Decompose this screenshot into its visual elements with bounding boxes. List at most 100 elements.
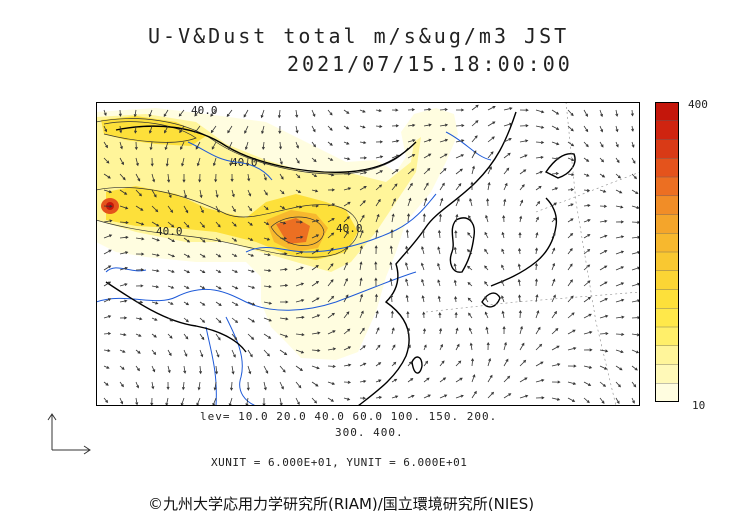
wind-arrow [165,157,169,167]
wind-arrow [311,204,320,208]
wind-arrow [439,123,449,127]
wind-arrow [279,317,289,321]
wind-arrow [567,364,577,368]
wind-arrow [343,346,352,351]
wind-arrow [295,173,301,179]
wind-arrow [103,365,110,369]
wind-arrow [615,315,625,319]
wind-arrow [583,381,592,386]
wind-arrow [551,109,560,115]
wind-arrow [119,299,128,303]
wind-arrow [247,269,255,273]
wind-arrow [327,203,336,207]
wind-arrow [487,136,495,143]
wind-arrow [615,332,625,336]
coastline-japan-hokkaido [544,153,576,179]
wind-arrow [311,189,319,193]
wind-arrow [213,381,217,391]
wind-arrow [437,295,441,303]
wind-arrow [519,215,523,223]
wind-arrow [567,157,575,162]
wind-arrow [327,188,336,192]
wind-arrow [263,205,269,211]
wind-arrow [519,359,527,367]
wind-arrow [343,380,352,384]
wind-arrow [471,150,477,159]
wind-arrow [391,327,395,335]
wind-arrow [391,139,400,143]
wind-arrow [295,299,305,303]
wind-arrow [455,213,459,223]
wind-arrow [375,213,380,223]
wind-arrow [359,345,366,351]
wind-arrow [390,310,394,319]
wind-arrow [197,381,201,391]
contour-line [96,187,359,258]
wind-arrow [359,141,367,145]
wind-arrow [327,141,333,146]
contour-levels-line1: lev= 10.0 20.0 40.0 60.0 100. 150. 200. [200,410,498,423]
wind-arrow [455,377,463,383]
wind-arrow [311,265,319,271]
wind-arrow [471,120,479,127]
wind-arrow [151,189,157,198]
wind-arrow [455,394,464,399]
wind-arrow [567,188,575,192]
wind-arrow [487,374,493,383]
wind-arrow [119,157,124,166]
wind-arrow [453,263,457,271]
wind-arrow [311,314,321,319]
contour-label: 40.0 [336,222,363,235]
wind-arrow [135,381,139,389]
coastline-japan-honshu [490,197,558,287]
wind-arrow [455,360,462,367]
wind-arrow [518,231,522,238]
wind-arrow [119,349,126,353]
wind-arrow [406,310,410,319]
wind-arrow [215,237,222,243]
wind-arrow [471,374,476,383]
river [445,131,492,161]
wind-arrow [263,173,267,181]
wind-arrow [583,248,591,255]
wind-arrow [390,229,394,238]
wind-arrow [119,141,123,150]
wind-arrow [375,327,380,335]
wind-arrow [455,124,465,128]
wind-arrow [263,333,272,339]
wind-arrow [599,204,608,208]
wind-arrow [567,381,577,385]
wind-arrow [453,279,457,287]
wind-arrow [343,311,350,319]
wind-arrow [327,157,334,161]
wind-arrow [183,317,189,323]
wind-arrow [534,262,538,271]
wind-arrow [119,173,126,181]
wind-arrow [167,333,173,339]
rivers [96,131,492,406]
wind-arrow [583,188,591,192]
wind-arrow [247,253,255,257]
wind-arrow [343,230,349,239]
wind-arrow [311,281,320,287]
wind-arrow [599,314,609,319]
colorbar-step [655,308,679,328]
wind-arrow [279,381,284,390]
wind-arrow [535,170,543,175]
wind-arrow [599,125,604,133]
wind-arrow [583,234,591,239]
graticule-line [425,291,640,313]
wind-arrow [103,315,112,319]
wind-arrow [423,182,429,191]
wind-arrow [518,294,522,303]
wind-arrow [502,214,506,223]
wind-arrow [247,317,255,323]
contour-line [96,118,409,175]
wind-arrow [183,269,191,274]
wind-arrow [615,397,620,405]
colorbar-min-label: 10 [692,399,706,412]
wind-arrow [599,298,608,303]
wind-arrow [375,198,381,207]
wind-arrow [567,295,574,303]
wind-arrow [471,104,479,111]
